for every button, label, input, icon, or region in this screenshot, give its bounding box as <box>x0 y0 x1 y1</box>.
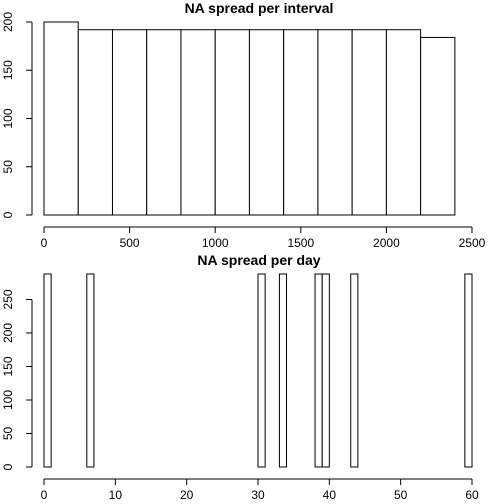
histogram-bar <box>146 29 182 216</box>
na-per-interval-chart: NA spread per interval 0 500 1000 1500 2000 2… <box>1 0 486 250</box>
x-tick-label: 2000 <box>373 236 400 250</box>
y-axis: 0 50 100 150 200 250 <box>1 289 33 470</box>
na-per-day-chart: NA spread per day 0 10 20 30 40 50 60 0 50 100 15… <box>1 252 479 502</box>
y-tick-label: 100 <box>1 108 15 128</box>
x-tick-label: 500 <box>120 236 140 250</box>
chart-title: NA spread per interval <box>185 0 334 16</box>
x-tick-label: 30 <box>251 488 265 502</box>
histogram-bar <box>180 29 216 216</box>
x-tick-label: 1000 <box>202 236 229 250</box>
x-tick-label: 60 <box>465 488 479 502</box>
x-axis: 0 10 20 30 40 50 60 <box>41 478 479 502</box>
histogram-bar <box>321 273 330 468</box>
histogram-bar <box>351 29 387 216</box>
y-tick-label: 0 <box>1 211 15 218</box>
y-tick-label: 100 <box>1 390 15 410</box>
y-tick-label: 150 <box>1 60 15 80</box>
x-tick-label: 0 <box>41 488 48 502</box>
y-tick-label: 250 <box>1 289 15 309</box>
histogram-bar <box>111 29 148 216</box>
x-tick-label: 1500 <box>287 236 314 250</box>
x-tick-label: 50 <box>394 488 408 502</box>
histogram-bar <box>385 29 422 216</box>
y-tick-label: 200 <box>1 12 15 32</box>
y-axis: 0 50 100 150 200 <box>1 12 33 218</box>
histogram-bar <box>248 29 285 216</box>
histogram-bar <box>43 21 79 216</box>
chart-title: NA spread per day <box>197 252 320 268</box>
histogram-bar <box>77 29 113 216</box>
histogram-bar <box>420 36 456 216</box>
histogram-bar <box>43 273 52 468</box>
histogram-bar <box>464 273 473 468</box>
histogram-bar <box>86 273 95 468</box>
histogram-bar <box>350 273 359 468</box>
histogram-bar <box>317 29 353 216</box>
x-tick-label: 0 <box>41 236 48 250</box>
histogram-bar <box>314 273 323 468</box>
histogram-bar <box>283 29 319 216</box>
y-tick-label: 50 <box>1 160 15 174</box>
x-tick-label: 40 <box>323 488 337 502</box>
x-tick-label: 10 <box>109 488 123 502</box>
y-tick-label: 50 <box>1 426 15 440</box>
x-tick-label: 20 <box>180 488 194 502</box>
y-tick-label: 200 <box>1 323 15 343</box>
histogram-bar <box>278 273 288 468</box>
y-tick-label: 0 <box>1 463 15 470</box>
x-tick-label: 2500 <box>459 236 486 250</box>
histogram-bar <box>257 273 266 468</box>
y-tick-label: 150 <box>1 356 15 376</box>
histogram-bar <box>214 29 250 216</box>
x-axis: 0 500 1000 1500 2000 2500 <box>41 226 486 250</box>
bar-group <box>43 273 473 468</box>
bar-group <box>43 21 456 216</box>
